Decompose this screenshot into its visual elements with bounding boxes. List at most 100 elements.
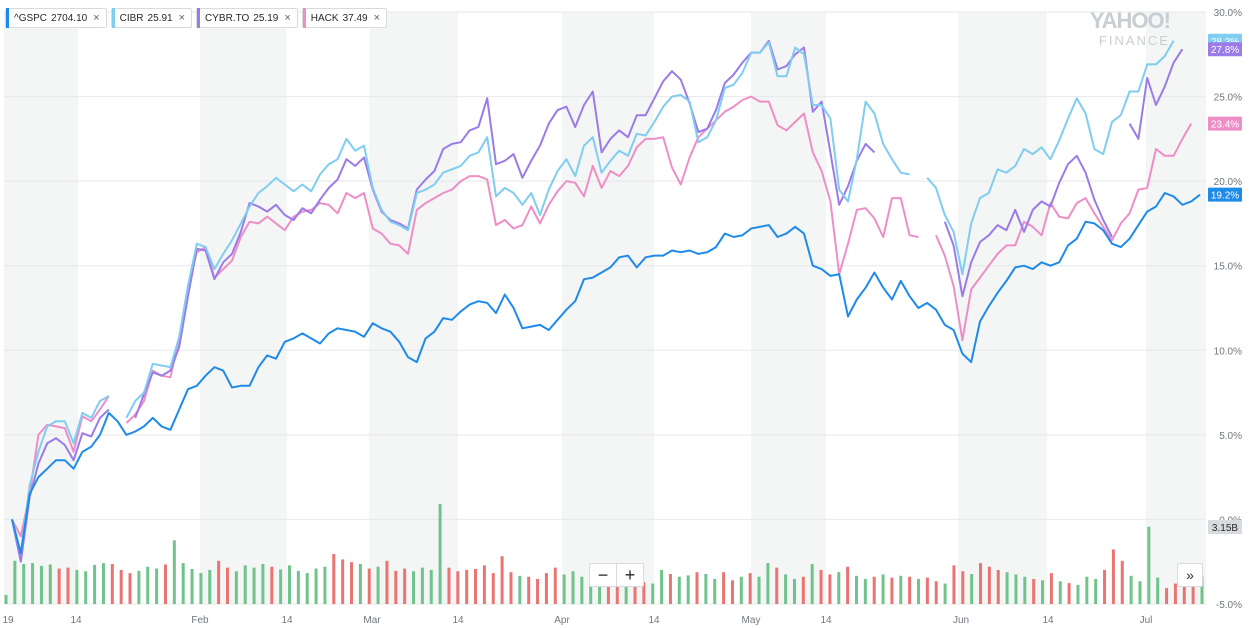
volume-bar: [296, 570, 300, 604]
volume-bar: [314, 568, 318, 604]
volume-bar: [952, 565, 956, 604]
volume-bar: [925, 577, 929, 604]
legend-value: 37.49: [342, 12, 368, 24]
x-tick-label: Jul: [1140, 615, 1153, 626]
volume-bar: [261, 564, 265, 604]
legend-swatch: [197, 8, 201, 28]
legend-chip-hack[interactable]: HACK 37.49 ×: [301, 8, 388, 28]
volume-bar: [323, 566, 327, 604]
volume-bar: [739, 576, 743, 604]
close-icon[interactable]: ×: [284, 12, 291, 24]
shading-band: [200, 12, 287, 604]
volume-bar: [677, 576, 681, 604]
volume-bar: [243, 565, 247, 604]
end-label: 19.2%: [1211, 191, 1239, 202]
volume-bar: [544, 573, 548, 604]
volume-bar: [996, 569, 1000, 604]
volume-bar: [961, 571, 965, 604]
volume-bar: [48, 564, 52, 604]
x-tick-label: 14: [281, 615, 293, 626]
volume-bars: [4, 504, 1204, 604]
zoom-controls: − +: [589, 563, 644, 587]
volume-bar: [713, 579, 717, 604]
volume-bar: [394, 570, 398, 604]
shading-band: [1146, 12, 1206, 604]
expand-button[interactable]: »: [1177, 563, 1203, 587]
volume-bar: [500, 556, 504, 604]
legend-swatch: [111, 8, 115, 28]
volume-bar: [1023, 576, 1027, 604]
volume-bar: [642, 582, 646, 604]
volume-label: 3.15B: [1212, 523, 1238, 534]
volume-bar: [660, 569, 664, 604]
volume-bar: [146, 566, 150, 604]
legend-chip-gspc[interactable]: ^GSPC 2704.10 ×: [5, 8, 107, 28]
shading-band: [958, 12, 1047, 604]
volume-bar: [1129, 575, 1133, 604]
volume-bar: [234, 571, 238, 604]
volume-bar: [1120, 560, 1124, 604]
x-tick-label: 14: [820, 615, 832, 626]
end-label-box: [1208, 116, 1242, 131]
volume-bar: [571, 571, 575, 604]
legend-chip-cibr[interactable]: CIBR 25.91 ×: [110, 8, 193, 28]
zoom-out-button[interactable]: −: [597, 564, 609, 585]
volume-bar: [518, 575, 522, 604]
close-icon[interactable]: ×: [178, 12, 186, 24]
volume-bar: [199, 573, 203, 604]
volume-bar: [1032, 579, 1036, 604]
shading-band: [369, 12, 458, 604]
legend-symbol: HACK: [310, 12, 339, 24]
volume-bar: [39, 565, 43, 604]
end-value-labels: 28.3%27.8%23.4%19.2%3.15B: [1208, 33, 1242, 534]
volume-bar: [846, 566, 850, 604]
legend-chip-cybr[interactable]: CYBR.TO 25.19 ×: [196, 8, 298, 28]
month-shading-bands: [4, 12, 1206, 604]
x-tick-label: 14: [648, 615, 660, 626]
volume-bar: [792, 579, 796, 604]
volume-bar: [75, 569, 79, 604]
volume-bar: [447, 567, 451, 604]
volume-bar: [899, 575, 903, 604]
close-icon[interactable]: ×: [373, 12, 381, 24]
volume-bar: [341, 559, 345, 604]
volume-bar: [1165, 588, 1169, 604]
volume-bar: [252, 567, 256, 604]
volume-bar: [509, 572, 513, 604]
volume-bar: [908, 576, 912, 604]
volume-bar: [775, 567, 779, 604]
volume-bar: [491, 573, 495, 604]
volume-bar: [163, 564, 167, 604]
volume-bar: [420, 567, 424, 604]
zoom-in-button[interactable]: +: [616, 564, 643, 586]
volume-bar: [31, 563, 35, 604]
volume-bar: [287, 565, 291, 604]
volume-bar: [934, 581, 938, 604]
y-tick-label: 15.0%: [1214, 262, 1242, 273]
volume-bar: [172, 540, 176, 604]
volume-bar: [208, 569, 212, 604]
volume-bar: [784, 574, 788, 604]
legend: ^GSPC 2704.10 × CIBR 25.91 × CYBR.TO 25.…: [5, 8, 388, 28]
volume-bar: [57, 568, 61, 604]
legend-symbol: CYBR.TO: [205, 12, 250, 24]
volume-bar: [465, 569, 469, 604]
watermark-line2: FINANCE: [1098, 33, 1170, 48]
close-icon[interactable]: ×: [93, 12, 100, 24]
volume-bar: [553, 567, 557, 604]
volume-bar: [801, 576, 805, 604]
volume-bar: [589, 581, 593, 604]
volume-bar: [429, 569, 433, 604]
yahoo-finance-watermark: YAHOO! FINANCE: [1090, 10, 1171, 48]
volume-bar: [872, 576, 876, 604]
volume-bar: [1173, 583, 1177, 604]
volume-bar: [22, 564, 26, 604]
y-tick-label: 5.0%: [1219, 431, 1242, 442]
volume-bar: [376, 566, 380, 604]
legend-value: 25.91: [147, 12, 173, 24]
volume-bar: [1147, 526, 1151, 604]
volume-bar: [1200, 576, 1204, 604]
x-tick-label: Jun: [953, 615, 969, 626]
legend-symbol: CIBR: [119, 12, 144, 24]
